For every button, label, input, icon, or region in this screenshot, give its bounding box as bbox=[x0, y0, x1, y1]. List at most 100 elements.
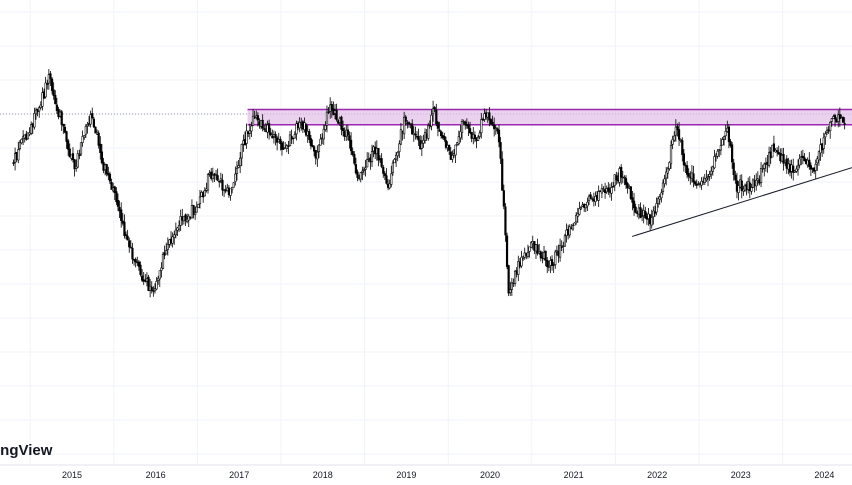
candle-body bbox=[83, 135, 86, 138]
candle-body bbox=[414, 133, 417, 136]
candle-body bbox=[118, 207, 121, 212]
candle-body bbox=[298, 122, 301, 129]
candle-body bbox=[346, 129, 349, 136]
candle-body bbox=[501, 158, 504, 191]
candle-body bbox=[158, 270, 161, 280]
candles bbox=[12, 68, 846, 298]
candle-body bbox=[650, 217, 653, 226]
candle-body bbox=[554, 251, 557, 265]
candle-body bbox=[705, 177, 708, 181]
candle-body bbox=[573, 222, 576, 226]
x-tick-label: 2016 bbox=[146, 470, 166, 480]
candle-body bbox=[216, 175, 219, 181]
candle-body bbox=[822, 137, 825, 149]
candle-body bbox=[139, 264, 142, 275]
candle-body bbox=[727, 126, 731, 142]
candle-body bbox=[814, 163, 817, 171]
candle-body bbox=[607, 187, 610, 192]
x-tick-label: 2021 bbox=[564, 470, 584, 480]
candle-body bbox=[131, 247, 134, 260]
candle-body bbox=[771, 144, 774, 158]
candle-body bbox=[239, 157, 242, 167]
candle-body bbox=[221, 179, 224, 191]
candle-body bbox=[79, 142, 83, 155]
candle-body bbox=[817, 151, 821, 161]
candle-body bbox=[526, 252, 530, 257]
candle-body bbox=[497, 129, 501, 143]
x-tick-label: 2019 bbox=[396, 470, 416, 480]
time-axis: 2015 2016 2017 2018 2019 2020 2021 2022 2023 2024 bbox=[0, 464, 852, 485]
candle-body bbox=[833, 115, 837, 120]
candle-body bbox=[219, 178, 222, 181]
candle-body bbox=[322, 128, 325, 140]
candle-body bbox=[68, 148, 71, 158]
candle-body bbox=[65, 131, 68, 142]
candle-body bbox=[808, 159, 811, 168]
candle-body bbox=[448, 144, 451, 151]
candle-body bbox=[436, 122, 440, 129]
candle-body bbox=[451, 154, 454, 160]
candle-body bbox=[761, 168, 764, 170]
candle-body bbox=[287, 145, 290, 147]
candle-body bbox=[544, 250, 547, 261]
candle-body bbox=[499, 142, 502, 159]
candle-body bbox=[351, 151, 354, 155]
candle-body bbox=[536, 244, 539, 254]
watermark-logo: ingView bbox=[0, 442, 53, 459]
candle-body bbox=[173, 234, 176, 238]
candle-body bbox=[502, 190, 505, 207]
candle-body bbox=[268, 123, 271, 133]
candle-body bbox=[393, 159, 396, 164]
candle-body bbox=[677, 129, 681, 140]
candle-body bbox=[692, 173, 695, 183]
candle-body bbox=[63, 126, 67, 133]
candle-body bbox=[240, 144, 243, 159]
candle-body bbox=[324, 125, 327, 130]
candle-body bbox=[150, 286, 153, 291]
candle-body bbox=[271, 135, 274, 139]
candle-body bbox=[731, 144, 734, 163]
candle-body bbox=[55, 104, 58, 111]
candle-body bbox=[174, 229, 177, 236]
candle-body bbox=[231, 186, 234, 191]
candle-body bbox=[412, 132, 415, 135]
candle-body bbox=[309, 138, 313, 147]
candle-body bbox=[49, 73, 52, 79]
candle-body bbox=[128, 240, 131, 248]
candle-body bbox=[586, 201, 589, 207]
candle-body bbox=[734, 174, 737, 181]
candle-body bbox=[681, 140, 684, 155]
support-trendline-line bbox=[631, 167, 852, 237]
candle-body bbox=[353, 154, 356, 164]
candle-body bbox=[86, 124, 89, 127]
candle-body bbox=[610, 187, 613, 194]
candle-body bbox=[830, 118, 833, 122]
candle-body bbox=[97, 132, 100, 146]
candle-body bbox=[755, 179, 758, 187]
candle-body bbox=[748, 182, 751, 192]
candle-body bbox=[235, 168, 239, 174]
candle-body bbox=[229, 188, 232, 196]
candle-body bbox=[263, 128, 266, 130]
candle-body bbox=[18, 142, 22, 149]
candle-body bbox=[129, 246, 132, 249]
candle-body bbox=[422, 139, 425, 144]
candle-body bbox=[438, 129, 441, 132]
candle-body bbox=[391, 162, 394, 173]
candle-body bbox=[420, 142, 423, 149]
candle-body bbox=[430, 114, 433, 127]
candle-body bbox=[629, 186, 632, 199]
candle-body bbox=[398, 143, 401, 152]
candle-body bbox=[335, 109, 338, 120]
candle-body bbox=[120, 209, 123, 221]
candle-body bbox=[390, 173, 393, 185]
candle-body bbox=[362, 168, 366, 172]
candle-body bbox=[325, 111, 329, 126]
candle-body bbox=[327, 111, 330, 114]
candle-body bbox=[801, 155, 804, 159]
candle-body bbox=[184, 214, 187, 221]
candle-body bbox=[395, 154, 398, 160]
candle-body bbox=[166, 244, 169, 250]
candle-body bbox=[504, 206, 507, 236]
candle-body bbox=[803, 157, 806, 161]
